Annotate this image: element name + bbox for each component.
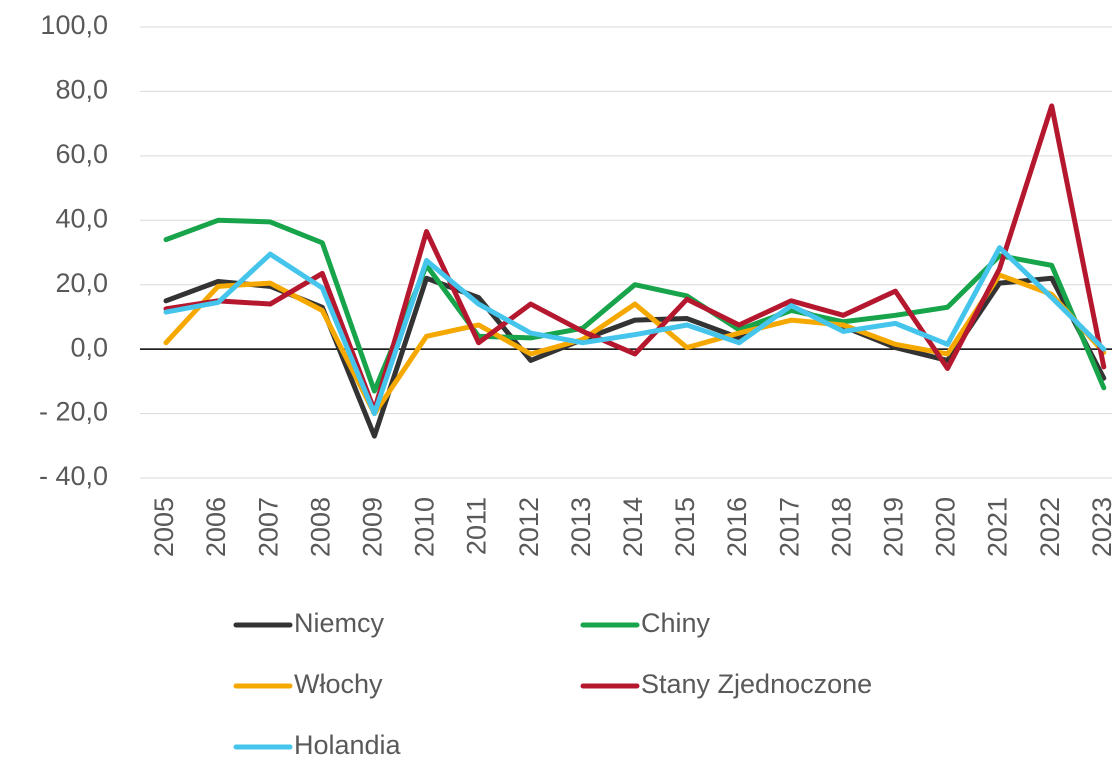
x-tick-label: 2012 (514, 497, 544, 557)
x-tick-label: 2023 (1087, 497, 1112, 557)
x-tick-label: 2006 (201, 497, 231, 557)
y-tick-label: 100,0 (40, 10, 108, 40)
x-tick-label: 2016 (722, 497, 752, 557)
y-tick-label: 40,0 (55, 203, 108, 233)
series-line (163, 272, 1107, 417)
x-tick-label: 2019 (879, 497, 909, 557)
x-tick-label: 2007 (253, 497, 283, 557)
x-tick-label: 2018 (826, 497, 856, 557)
legend-label: Chiny (641, 608, 711, 638)
y-tick-label: 60,0 (55, 139, 108, 169)
x-tick-label: 2009 (358, 497, 388, 557)
legend-label: Włochy (294, 669, 383, 699)
x-tick-label: 2011 (462, 497, 492, 555)
series-line (163, 275, 1107, 439)
y-tick-label: 0,0 (70, 332, 108, 362)
series-line (163, 217, 1107, 394)
legend-label: Holandia (294, 730, 402, 760)
legend-label: Stany Zjednoczone (641, 669, 872, 699)
y-tick-label: - 20,0 (39, 397, 108, 427)
x-tick-label: 2017 (774, 497, 804, 557)
legend-label: Niemcy (294, 608, 385, 638)
x-tick-label: 2013 (566, 497, 596, 557)
y-tick-label: 20,0 (55, 268, 108, 298)
x-tick-label: 2014 (618, 497, 648, 557)
x-tick-label: 2005 (149, 497, 179, 557)
y-tick-label: - 40,0 (39, 461, 108, 491)
series-line (163, 245, 1107, 417)
x-tick-label: 2022 (1035, 497, 1065, 557)
x-tick-label: 2020 (931, 497, 961, 557)
y-tick-label: 80,0 (55, 75, 108, 105)
x-tick-label: 2008 (305, 497, 335, 557)
x-tick-label: 2021 (983, 497, 1013, 557)
x-tick-label: 2015 (670, 497, 700, 557)
series-line (163, 103, 1107, 413)
x-tick-label: 2010 (410, 497, 440, 557)
